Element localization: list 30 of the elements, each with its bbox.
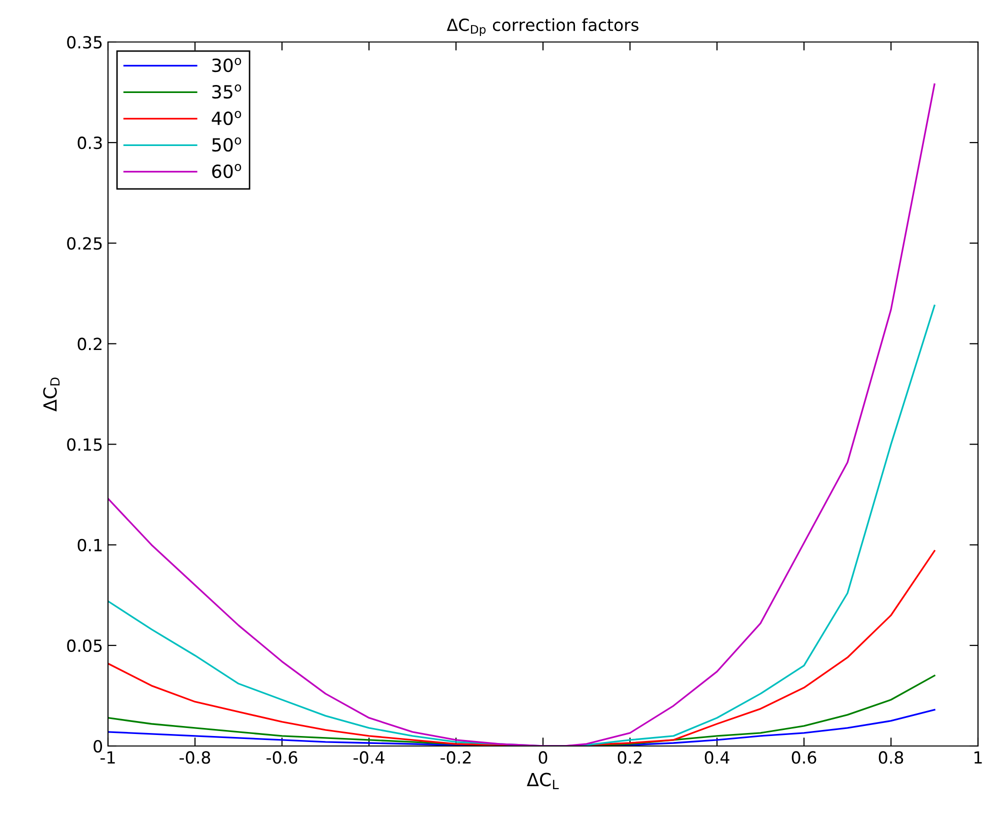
x-tick-label: 0.6: [792, 751, 816, 764]
x-tick-label: 0: [538, 751, 548, 764]
y-tick-label: 0.2: [78, 338, 102, 350]
y-tick-label: 0.15: [67, 438, 102, 451]
legend-label: 30$^{o}$: [212, 58, 242, 72]
legend-label: 40$^{o}$: [212, 110, 242, 126]
line-series: [108, 550, 936, 746]
x-tick-label: -0.8: [180, 751, 210, 764]
x-axis-title: ΔC$_{L}$: [526, 772, 559, 790]
x-tick-label: 1: [974, 751, 982, 764]
line-series: [108, 304, 936, 746]
x-tick-label: 0.2: [618, 751, 642, 764]
x-tick-label: -0.4: [354, 751, 384, 764]
y-tick-label: 0.25: [67, 237, 102, 250]
x-tick-label: 0.4: [704, 751, 730, 764]
chart-title: ΔC$_{Dp}$ correction factors: [446, 18, 638, 36]
x-tick-label: -1: [100, 751, 115, 764]
y-tick-label: 0.3: [78, 136, 102, 150]
legend-label: 50$^{o}$: [212, 137, 242, 152]
x-tick-label: -0.2: [440, 751, 471, 764]
x-tick-label: 0.8: [878, 751, 904, 764]
y-tick-label: 0.35: [67, 36, 102, 49]
y-tick-label: 0.05: [67, 639, 102, 652]
y-tick-label: 0: [94, 740, 102, 753]
legend-label: 35$^{o}$: [212, 84, 242, 99]
y-tick-label: 0.1: [78, 538, 102, 552]
legend-label: 60$^{o}$: [212, 164, 242, 178]
y-axis-title: ΔC$_{D}$: [43, 378, 60, 412]
line-series: [108, 83, 936, 746]
x-tick-label: -0.6: [266, 751, 298, 764]
